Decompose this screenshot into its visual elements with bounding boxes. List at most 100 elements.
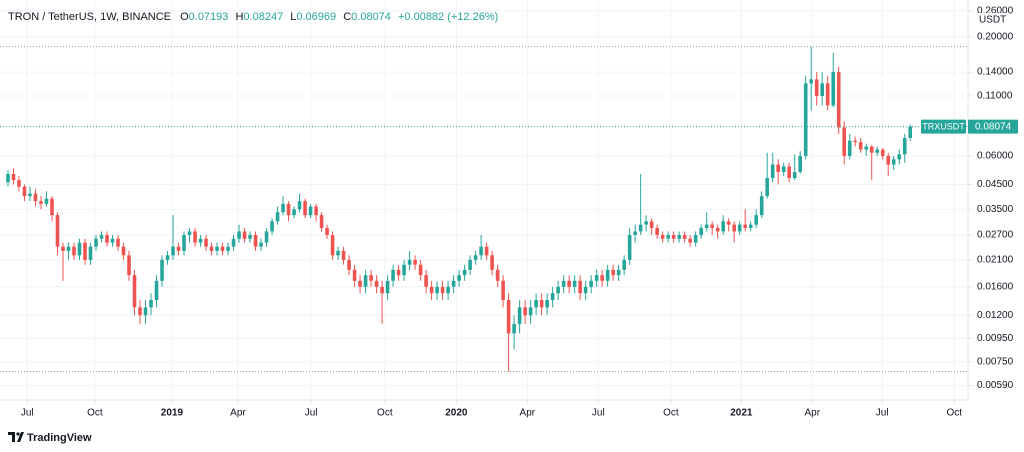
candle-body (424, 275, 428, 287)
candle-body (688, 238, 692, 243)
x-tick-label: Apr (230, 408, 246, 419)
candle-body (561, 280, 566, 287)
header: TRON / TetherUS, 1W, BINANCE O0.07193 H0… (8, 11, 498, 23)
candle-body (6, 174, 10, 183)
candle-body (495, 269, 500, 281)
legend-letter: H (235, 11, 243, 23)
candle-body (391, 269, 395, 281)
candle-body (880, 149, 885, 156)
candle-body (11, 174, 16, 181)
candle-body (154, 280, 159, 301)
candle-body (44, 198, 49, 204)
candle-body (776, 164, 780, 173)
y-tick-label: 0.14000 (977, 67, 1014, 78)
open-value: 0.07193 (189, 11, 229, 23)
candle-body (578, 280, 582, 294)
x-tick-label: Apr (805, 408, 821, 419)
candle-body (330, 235, 335, 256)
candle-body (517, 307, 522, 324)
candle-body (286, 203, 291, 216)
candle-body (319, 215, 324, 228)
candle-body (770, 164, 775, 179)
x-tick-label: Jul (21, 408, 34, 419)
candle-body (242, 231, 247, 239)
candle-body (853, 140, 858, 143)
candle-body (385, 280, 390, 294)
candle-body (380, 286, 384, 294)
candle-body (176, 246, 181, 251)
candle-body (138, 307, 142, 316)
logo: TradingView (8, 432, 92, 444)
candle-body (187, 231, 192, 236)
candle-body (418, 264, 423, 276)
candle-body (275, 212, 280, 222)
candle-body (627, 235, 632, 260)
candle-body (501, 280, 505, 301)
candle-body (292, 209, 296, 216)
symbol-title: TRON / TetherUS, 1W, BINANCE (8, 11, 171, 23)
candle-body (303, 201, 307, 216)
x-tick-label: Oct (946, 408, 962, 419)
candle-body (435, 286, 439, 294)
candle-body (220, 246, 225, 251)
logo-dot (16, 432, 20, 436)
logo-icon (8, 432, 24, 442)
candle-body (512, 323, 516, 334)
candle-body (347, 259, 351, 270)
candle-body (671, 235, 676, 239)
candle-body (528, 307, 533, 316)
candle-body (341, 250, 346, 260)
candle-body (215, 246, 219, 251)
candle-body (809, 79, 814, 84)
x-tick-label: Oct (87, 408, 103, 419)
candle-body (127, 255, 131, 276)
candle-body (886, 155, 891, 165)
candle-body (831, 72, 836, 106)
x-tick-label: Jul (592, 408, 605, 419)
candle-body (864, 146, 869, 150)
candle-body (693, 235, 698, 243)
candle-body (66, 246, 71, 251)
currency-box (976, 13, 1006, 26)
watermark: TradingView (27, 432, 92, 444)
candle-body (451, 280, 456, 287)
candle-body (226, 246, 230, 251)
candle-body (396, 269, 401, 276)
candle-body (358, 280, 362, 287)
candle-body (61, 246, 65, 251)
y-tick-label: 0.00950 (977, 333, 1014, 344)
candle-body (39, 201, 43, 204)
x-tick-label: 2021 (730, 408, 753, 419)
candle-body (869, 146, 874, 153)
candle-body (754, 215, 758, 225)
candle-body (413, 259, 417, 265)
close-value: 0.08074 (351, 11, 391, 23)
candle-body (594, 275, 599, 281)
candle-body (363, 275, 368, 287)
candle-body (55, 215, 60, 247)
axes: 0.26000 0.20000 0.14000 0.11000 0.06000 0.045… (21, 5, 1018, 419)
candle-body (875, 149, 880, 153)
candle-body (17, 180, 21, 187)
candle-body (314, 206, 318, 216)
symbol-tag-label: TRXUSDT (922, 121, 965, 131)
x-tick-label: Oct (377, 408, 393, 419)
y-tick-label: 0.11000 (977, 91, 1013, 102)
candle-body (116, 238, 120, 247)
candle-body (149, 300, 153, 308)
y-tick-label: 0.03500 (977, 204, 1014, 215)
candle-body (704, 224, 709, 228)
candle-body (748, 224, 753, 228)
candle-body (446, 286, 450, 294)
candle-body (699, 227, 703, 236)
candle-body (666, 235, 670, 239)
candle-body (798, 155, 803, 173)
candle-body (523, 307, 527, 316)
candle-body (908, 126, 913, 139)
candle-body (231, 238, 236, 247)
candle-body (649, 221, 654, 228)
candle-body (803, 83, 808, 156)
candle-body (677, 235, 681, 239)
candle-body (143, 307, 148, 316)
